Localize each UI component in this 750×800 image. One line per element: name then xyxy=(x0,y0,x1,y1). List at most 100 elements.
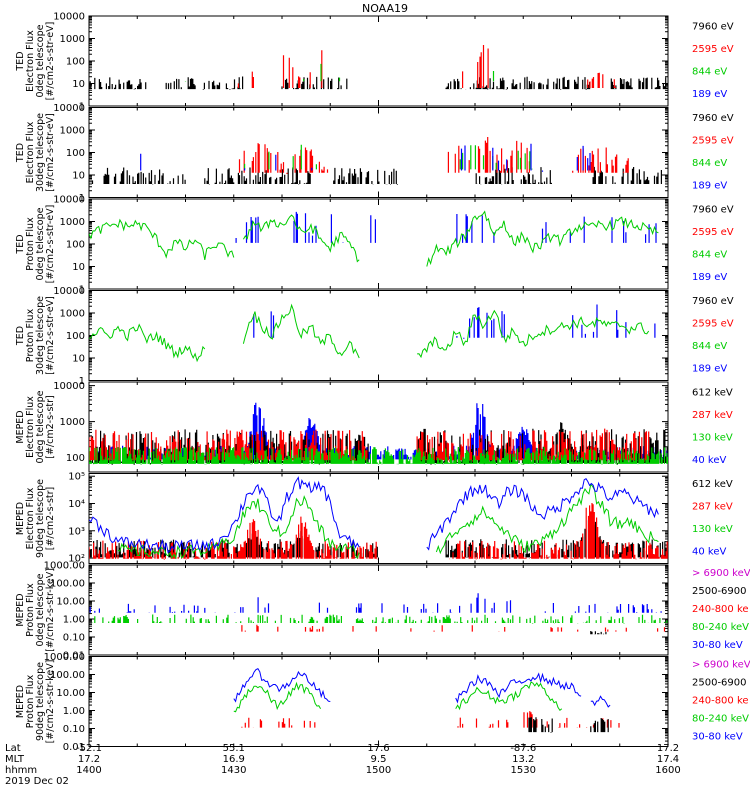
legend-entry: 2500-6900 xyxy=(692,677,747,688)
y-axis-label-line: [#/cm2-s-str-eV] xyxy=(45,296,56,375)
y-tick-label: 100.00 xyxy=(50,579,85,590)
footer-mlt-value: 17.2 xyxy=(78,754,100,765)
y-tick-label: 10² xyxy=(68,554,85,565)
series-spikes xyxy=(241,711,620,728)
panel-frame xyxy=(88,290,669,381)
series-spikes xyxy=(241,624,666,632)
legend-entry: 844 eV xyxy=(692,158,727,169)
y-axis-label-line: MEPED xyxy=(15,502,26,535)
series-spikes xyxy=(238,137,629,174)
legend-entry: 130 keV xyxy=(692,524,733,535)
legend-entry: 2595 eV xyxy=(692,227,734,238)
footer-lat-value: -87.6 xyxy=(510,743,536,754)
y-tick-label: 10.00 xyxy=(56,597,85,608)
footer-hhmm-value: 1500 xyxy=(366,765,391,776)
footer-lat-value: 17.2 xyxy=(657,743,679,754)
y-tick-label: 1000 xyxy=(60,217,85,228)
legend-entry: 7960 eV xyxy=(692,22,734,33)
y-axis-label-line: Proton Flux xyxy=(25,308,36,362)
legend-entry: > 6900 keV xyxy=(692,568,750,579)
series-spikes xyxy=(91,614,668,624)
y-axis-label: TEDElectron Flux0deg telescope[#/cm2-s-s… xyxy=(15,22,56,101)
y-axis-label-line: MEPED xyxy=(15,410,26,443)
y-axis-label-line: 90deg telescope xyxy=(35,662,46,741)
series-line xyxy=(89,476,360,554)
legend-entry: 189 eV xyxy=(692,89,727,100)
data-layer xyxy=(89,402,668,465)
legend-entry: 240-800 ke xyxy=(692,604,749,615)
series-line xyxy=(233,681,322,713)
legend-entry: 40 keV xyxy=(692,547,726,558)
series-line xyxy=(417,309,650,359)
y-tick-label: 1.00 xyxy=(63,706,85,717)
panel-frame xyxy=(88,198,669,290)
legend-entry: 287 keV xyxy=(692,410,733,421)
y-tick-label: 10000 xyxy=(53,381,85,392)
footer-hhmm-value: 1530 xyxy=(511,765,536,776)
footer-lat-value: 55.1 xyxy=(223,743,245,754)
y-axis-label-line: 30deg telescope xyxy=(35,296,46,375)
footer-hhmm-value: 1400 xyxy=(76,765,101,776)
series-line xyxy=(242,214,360,263)
legend-entry: 844 eV xyxy=(692,341,727,352)
y-tick-label: 1 xyxy=(79,193,85,204)
panel-frame xyxy=(88,564,669,656)
y-tick-label: 1000 xyxy=(60,309,85,320)
legend-entry: 7960 eV xyxy=(692,296,734,307)
y-tick-label: 0.01 xyxy=(63,651,85,662)
legend-entry: 7960 eV xyxy=(692,113,734,124)
y-axis-label-line: [#/cm2-s-str-keV] xyxy=(45,660,56,744)
y-axis-label-line: 0deg telescope xyxy=(35,207,46,280)
y-tick-label: 100 xyxy=(66,240,85,251)
footer-hhmm-value: 1600 xyxy=(655,765,680,776)
y-axis-label-line: TED xyxy=(15,143,26,163)
y-axis-label-line: 0deg telescope xyxy=(35,24,46,97)
y-tick-label: 10000 xyxy=(53,103,85,114)
y-axis-label: TEDProton Flux30deg telescope[#/cm2-s-st… xyxy=(15,296,56,375)
series-spikes xyxy=(140,143,591,172)
legend-entry: > 6900 keV xyxy=(692,659,750,670)
y-axis-label-line: [#/cm2-s-str-eV] xyxy=(45,205,56,284)
data-layer xyxy=(89,303,656,363)
legend-entry: 287 keV xyxy=(692,502,733,513)
series-line xyxy=(435,483,659,555)
y-axis-label-line: 0deg telescope xyxy=(35,573,46,646)
footer-lat-value: 17.6 xyxy=(367,743,389,754)
legend-entry: 2595 eV xyxy=(692,319,734,330)
legend-entry: 189 eV xyxy=(692,364,727,375)
series-line xyxy=(455,681,563,712)
series-spikes xyxy=(89,166,662,185)
legend-entry: 130 keV xyxy=(692,433,733,444)
y-tick-label: 10 xyxy=(72,171,85,182)
legend-entry: 30-80 keV xyxy=(692,640,743,651)
y-tick-label: 100 xyxy=(66,331,85,342)
legend-entry: 844 eV xyxy=(692,250,727,261)
y-axis-label-line: Electron Flux xyxy=(25,121,36,183)
data-layer xyxy=(89,476,668,560)
y-tick-label: 10 xyxy=(72,354,85,365)
footer-row-label: 2019 Dec 02 xyxy=(5,776,69,787)
y-axis-label-line: [#/cm2-s-str-eV] xyxy=(45,22,56,101)
footer-row-label: hhmm xyxy=(5,765,37,776)
series-spikes xyxy=(237,45,617,88)
y-axis-label: MEPEDElectron Flux0deg telescope[#/cm2-s… xyxy=(15,390,56,463)
series-spikes xyxy=(528,717,609,733)
footer-mlt-value: 9.5 xyxy=(371,754,387,765)
footer-row-label: MLT xyxy=(5,754,25,765)
data-layer xyxy=(89,593,668,635)
y-axis-label-line: [#/cm2-s-str-keV] xyxy=(45,568,56,652)
series-line xyxy=(89,218,235,260)
legend-entry: 189 eV xyxy=(692,272,727,283)
series-line xyxy=(117,495,360,560)
legend-entry: 2595 eV xyxy=(692,136,734,147)
y-tick-label: 10³ xyxy=(68,526,85,537)
series-spikes xyxy=(184,63,495,82)
y-axis-label-line: Proton Flux xyxy=(25,583,36,637)
y-tick-label: 1000 xyxy=(60,126,85,137)
y-tick-label: 100 xyxy=(66,57,85,68)
data-layer xyxy=(89,137,662,185)
